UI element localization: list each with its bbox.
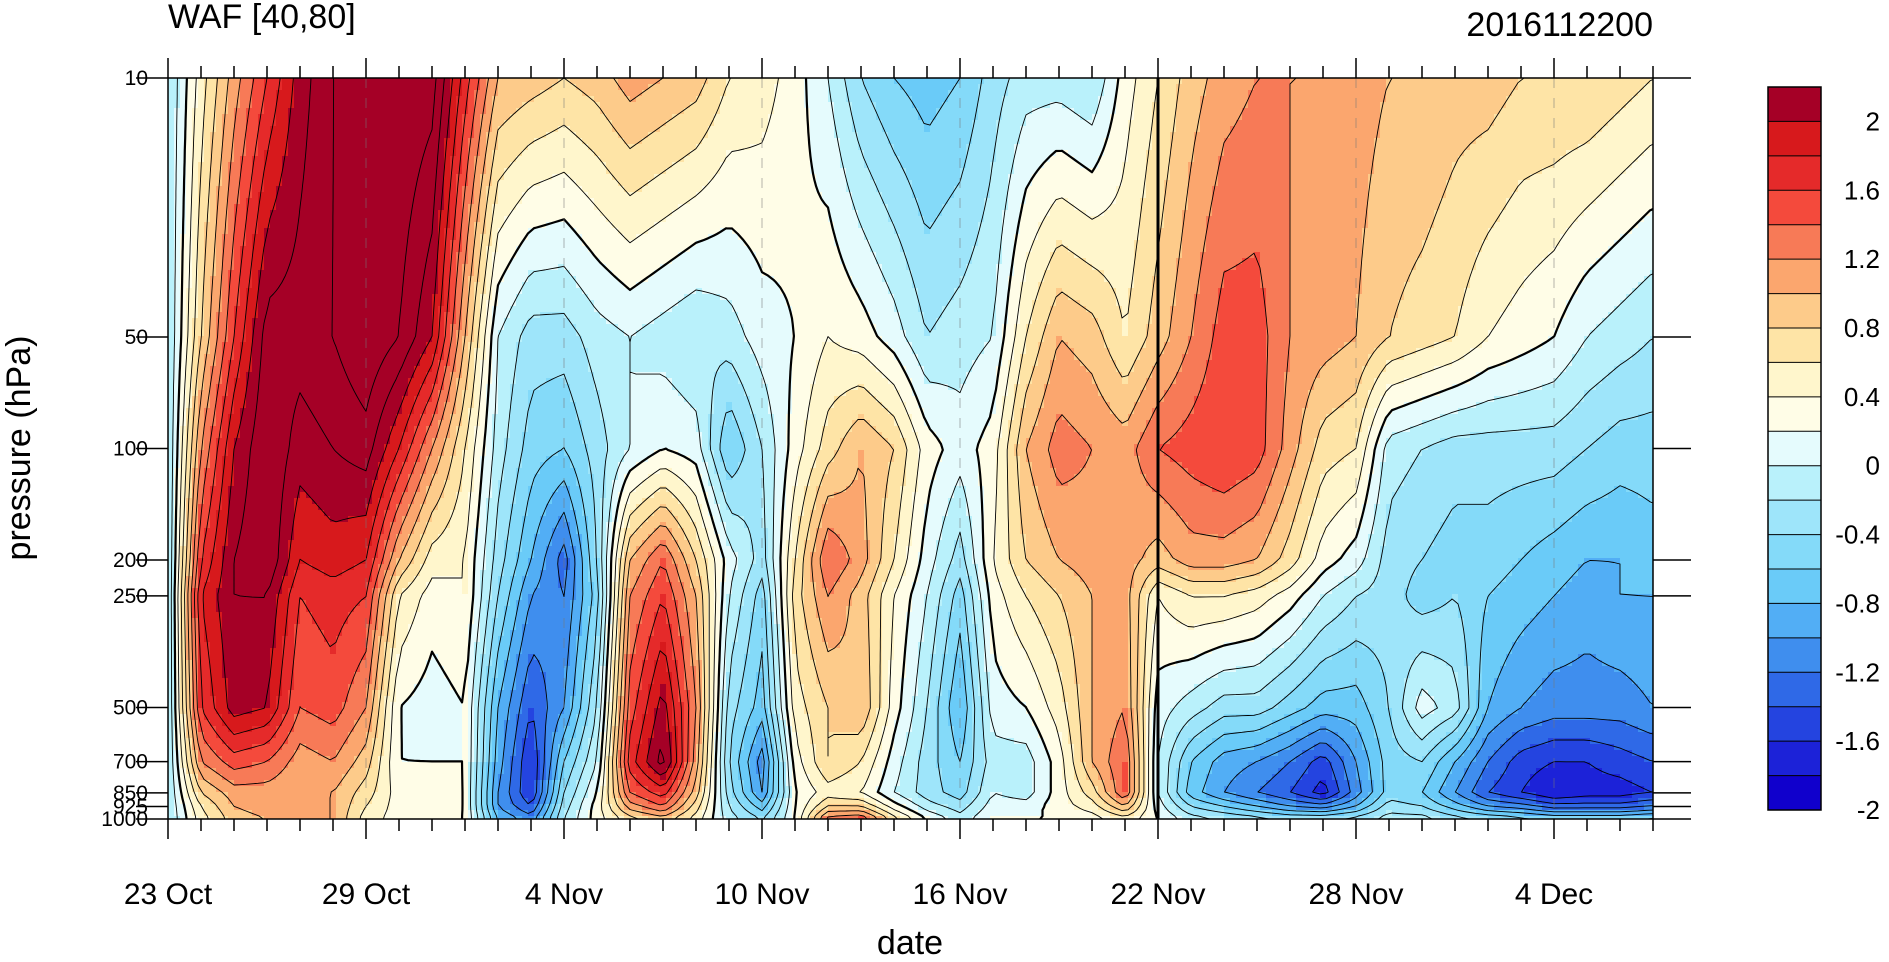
colorbar-label: 0.4 [1844, 382, 1880, 412]
colorbar-swatch [1768, 259, 1821, 294]
chart-svg: WAF [40,80] 2016112200 23 Oct 29 Oct 4 Nov… [0, 0, 1889, 962]
colorbar-swatch [1768, 362, 1821, 397]
y-tick-label: 10 [125, 67, 148, 90]
colorbar-label: 1.2 [1844, 244, 1880, 274]
colorbar-swatch [1768, 603, 1821, 638]
colorbar-swatch [1768, 121, 1821, 156]
y-axis-label: pressure (hPa) [0, 336, 38, 561]
colorbar-label: -0.4 [1835, 520, 1880, 550]
x-tick-label: 10 Nov [714, 878, 809, 911]
colorbar-swatch [1768, 397, 1821, 432]
colorbar-label: 0 [1866, 451, 1880, 481]
colorbar-swatch [1768, 741, 1821, 776]
colorbar-label: -0.8 [1835, 588, 1880, 618]
colorbar-label: -1.2 [1835, 657, 1880, 687]
y-tick-label: 50 [125, 326, 148, 349]
colorbar-label: -1.6 [1835, 726, 1880, 756]
colorbar-swatch [1768, 569, 1821, 604]
colorbar-swatch [1768, 225, 1821, 260]
chart-title: WAF [40,80] [168, 0, 356, 36]
colorbar-swatch [1768, 776, 1821, 811]
x-tick-label: 28 Nov [1308, 878, 1403, 911]
colorbar-swatch [1768, 500, 1821, 535]
y-tick-label: 200 [113, 549, 148, 572]
colorbar-swatch [1768, 466, 1821, 501]
colorbar-swatch [1768, 672, 1821, 707]
y-tick-label: 1000 [101, 808, 148, 831]
chart-right-title: 2016112200 [1466, 6, 1653, 44]
colorbar-label: -2 [1857, 795, 1880, 825]
x-tick-label: 4 Nov [525, 878, 603, 911]
colorbar-swatch [1768, 535, 1821, 570]
colorbar-label: 2 [1866, 106, 1880, 136]
x-axis-label: date [877, 924, 943, 962]
colorbar-label: 0.8 [1844, 313, 1880, 343]
x-tick-label: 22 Nov [1110, 878, 1205, 911]
x-tick-label: 29 Oct [322, 878, 411, 911]
colorbar-label: 1.6 [1844, 175, 1880, 205]
colorbar-swatch [1768, 431, 1821, 466]
colorbar: 2 1.6 1.2 0.8 0.4 0 -0.4 -0.8 -1.2 -1.6 -2 [1768, 87, 1880, 825]
y-tick-label: 700 [113, 751, 148, 774]
x-tick-label: 16 Nov [912, 878, 1007, 911]
y-tick-label: 250 [113, 585, 148, 608]
x-tick-label: 23 Oct [124, 878, 213, 911]
colorbar-swatch [1768, 190, 1821, 225]
colorbar-swatch [1768, 87, 1821, 122]
y-tick-label: 500 [113, 696, 148, 719]
y-tick-label: 100 [113, 438, 148, 461]
x-tick-label: 4 Dec [1515, 878, 1593, 911]
colorbar-swatch [1768, 707, 1821, 742]
colorbar-swatch [1768, 638, 1821, 673]
colorbar-swatch [1768, 294, 1821, 329]
colorbar-swatch [1768, 156, 1821, 191]
colorbar-swatch [1768, 328, 1821, 363]
